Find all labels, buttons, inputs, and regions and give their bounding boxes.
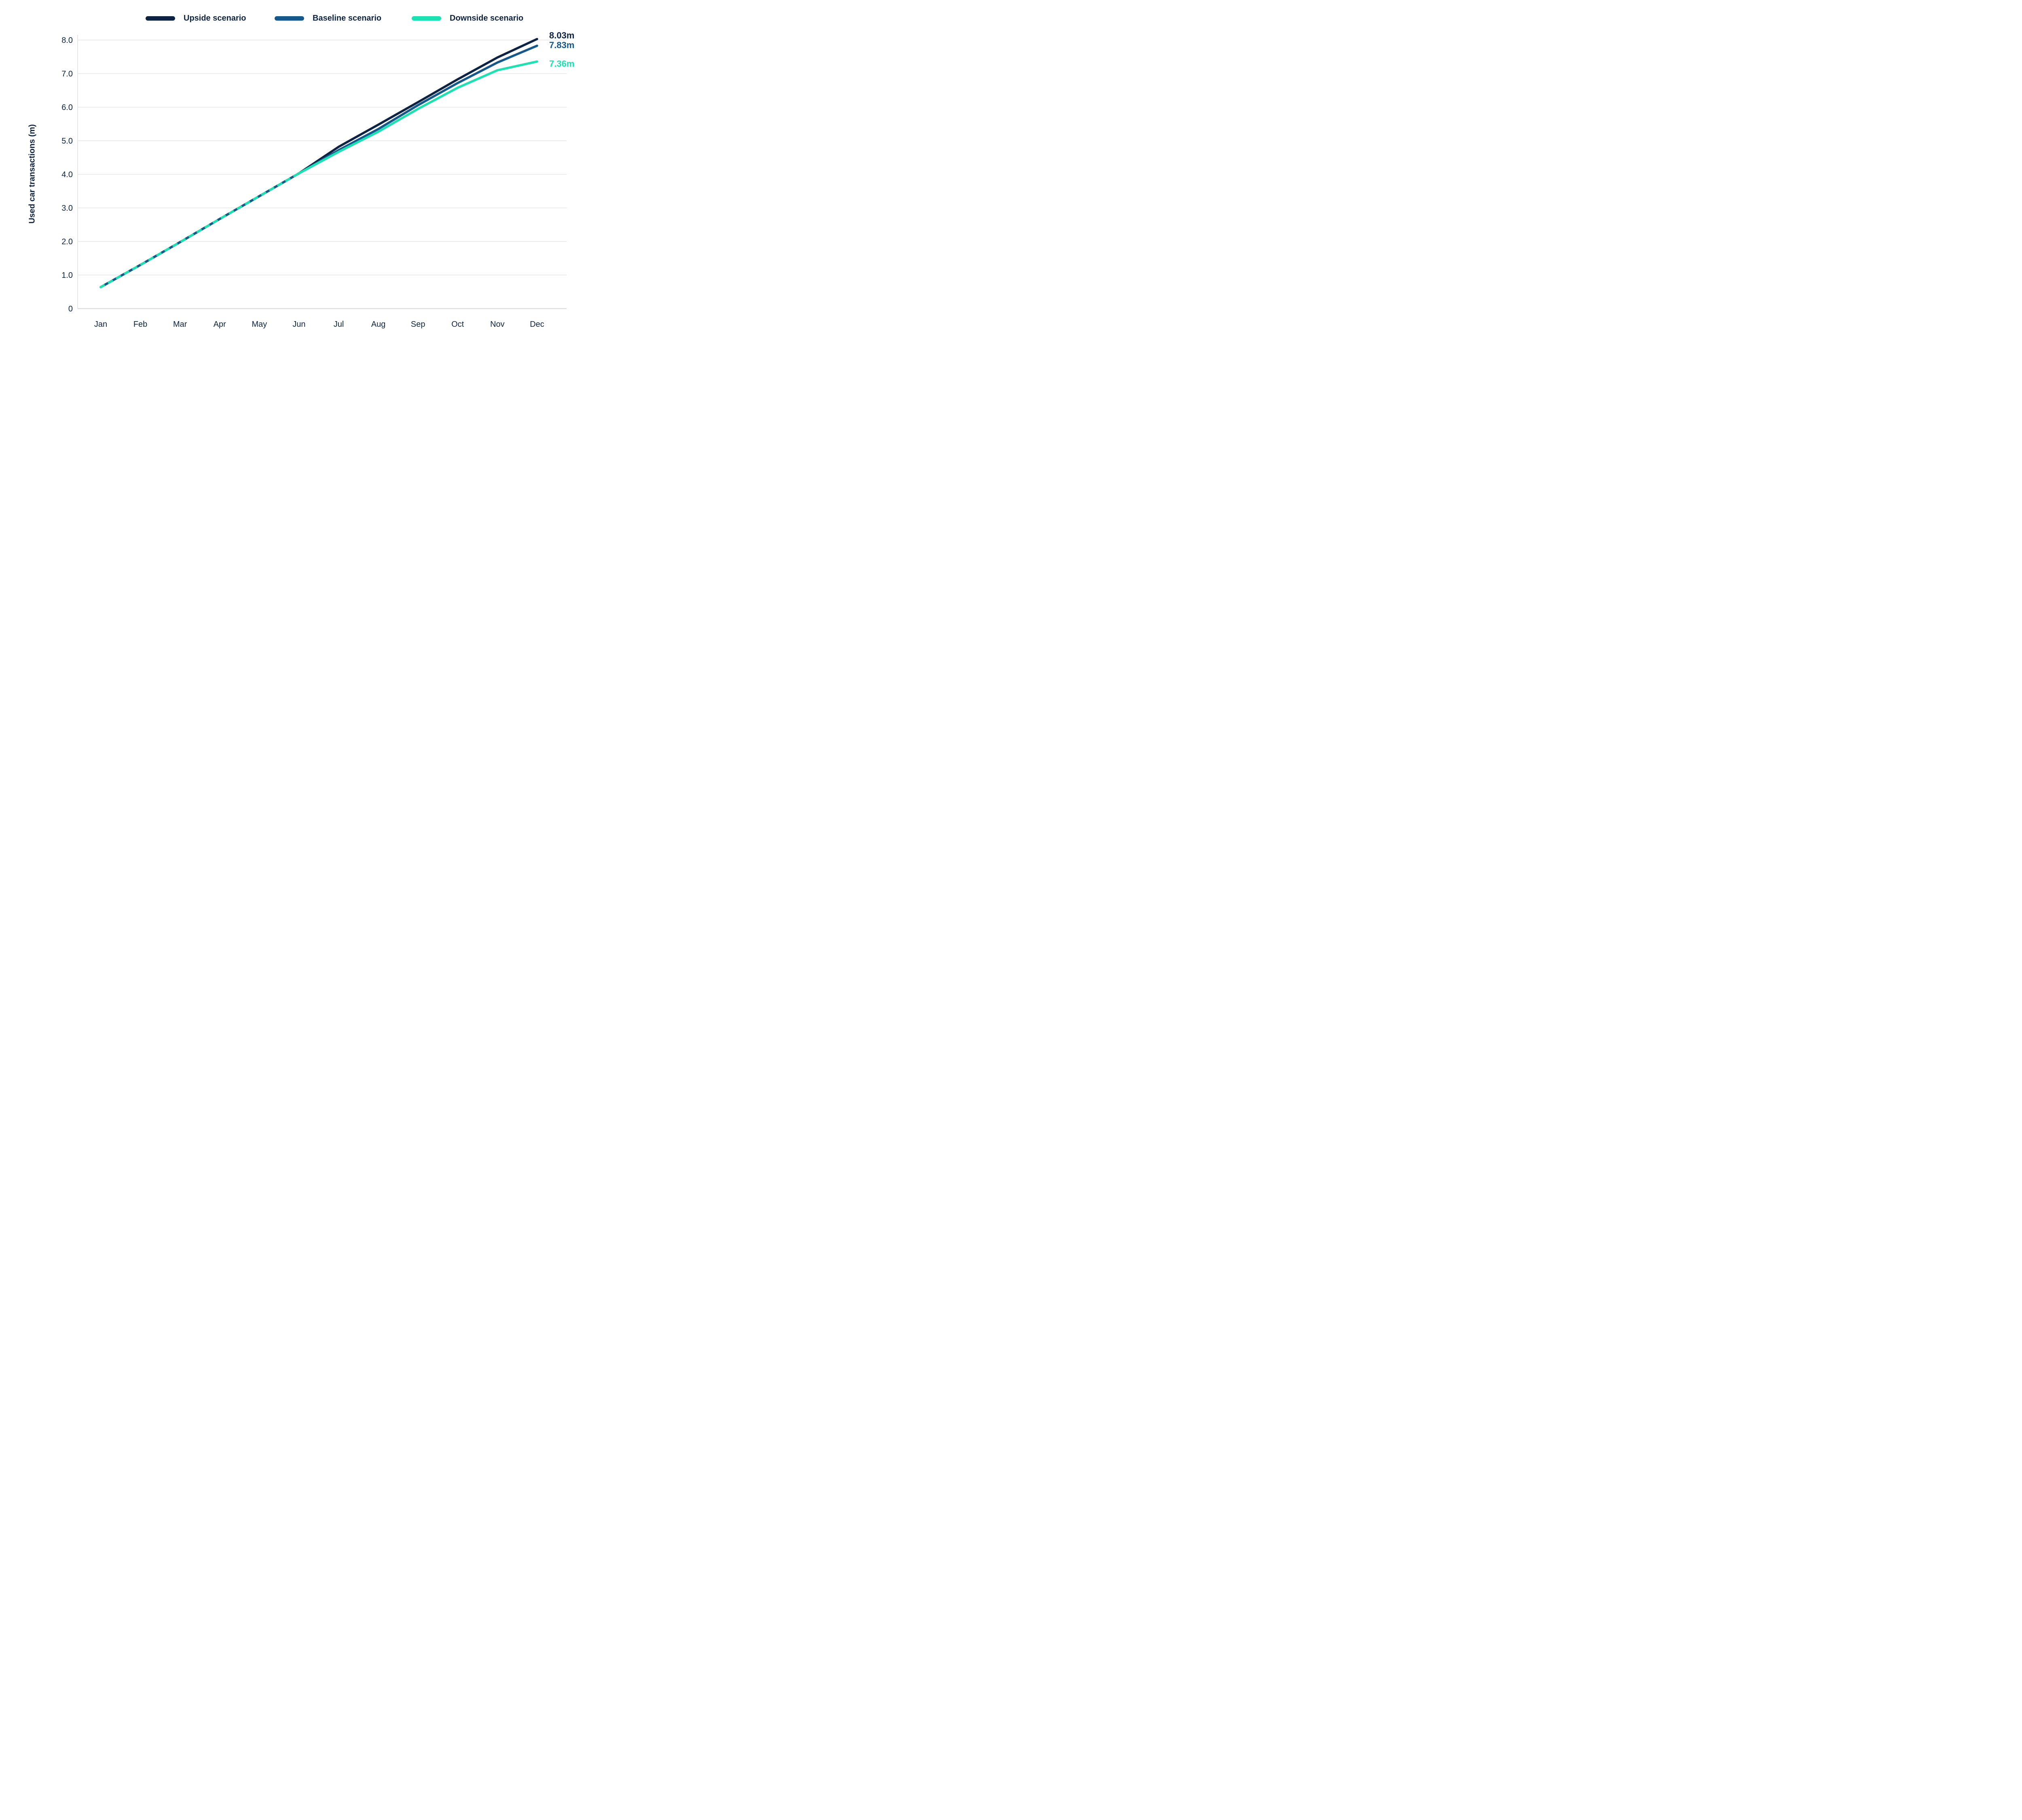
y-tick-label-7.0: 7.0 — [61, 70, 73, 78]
end-label-upside-scenario: 8.03m — [549, 30, 574, 40]
x-tick-label-jul: Jul — [334, 320, 344, 329]
x-tick-label-jan: Jan — [94, 320, 107, 329]
y-tick-label-0: 0 — [68, 305, 73, 313]
series-line-downside-scenario — [298, 60, 538, 175]
x-tick-label-feb: Feb — [133, 320, 147, 329]
y-tick-label-4.0: 4.0 — [61, 170, 73, 179]
chart-canvas: Upside scenario Baseline scenario Downsi… — [0, 0, 647, 364]
line-chart: 0 1.0 2.0 3.0 4.0 5.0 6.0 7.0 8.0 Jan Feb Mar Apr May… — [61, 30, 574, 329]
end-label-downside-scenario: 7.36m — [549, 59, 574, 69]
x-tick-label-dec: Dec — [530, 320, 544, 329]
x-tick-label-jun: Jun — [292, 320, 305, 329]
x-tick-label-oct: Oct — [451, 320, 464, 329]
series-line-downside-scenario-dashed — [99, 172, 300, 288]
y-tick-label-2.0: 2.0 — [61, 237, 73, 246]
series-line-baseline-scenario — [298, 44, 538, 175]
x-tick-label-may: May — [252, 320, 267, 329]
x-tick-label-aug: Aug — [371, 320, 386, 329]
y-tick-label-1.0: 1.0 — [61, 271, 73, 280]
y-tick-label-6.0: 6.0 — [61, 103, 73, 112]
x-tick-label-apr: Apr — [214, 320, 226, 329]
end-label-baseline-scenario: 7.83m — [549, 40, 574, 50]
x-tick-label-sep: Sep — [411, 320, 425, 329]
y-tick-label-8.0: 8.0 — [61, 36, 73, 45]
y-tick-label-5.0: 5.0 — [61, 137, 73, 146]
x-tick-label-mar: Mar — [173, 320, 187, 329]
x-tick-label-nov: Nov — [490, 320, 505, 329]
y-tick-label-3.0: 3.0 — [61, 204, 73, 213]
